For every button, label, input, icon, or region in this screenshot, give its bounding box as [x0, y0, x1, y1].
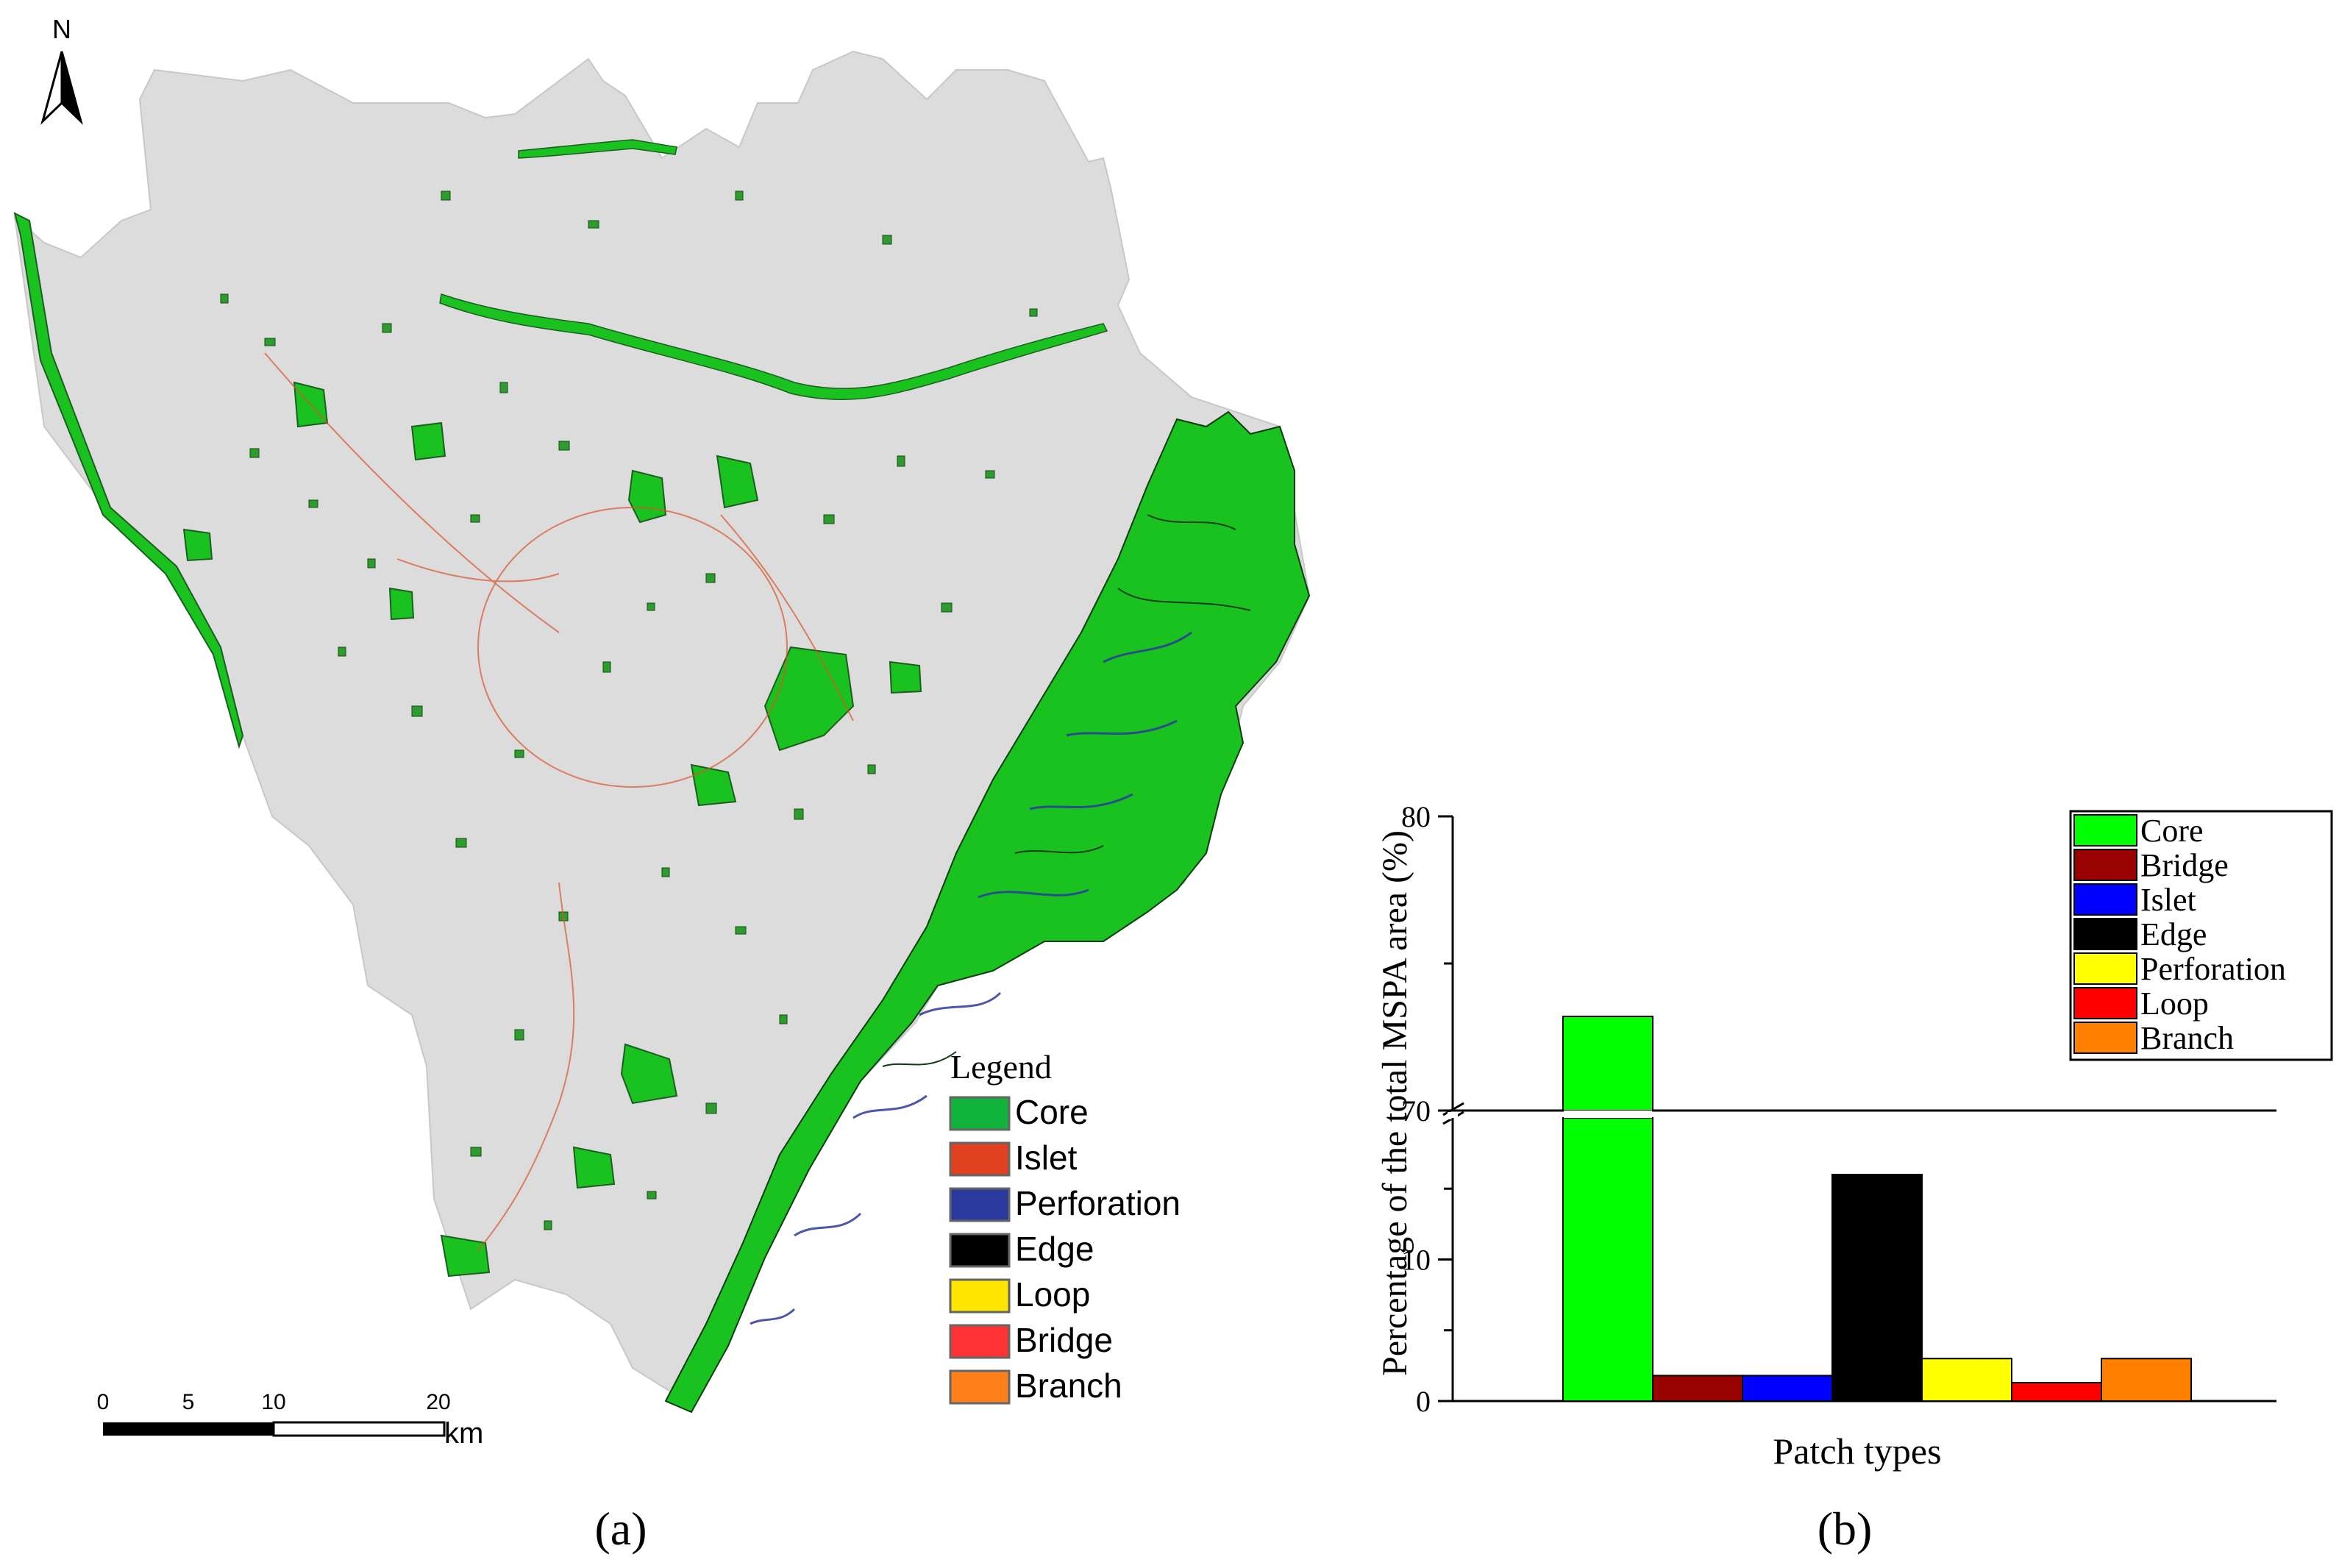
scale-unit: km: [444, 1417, 483, 1450]
scale-bar: 0 5 10 20 km: [97, 1390, 484, 1450]
north-arrow: N: [40, 14, 83, 125]
y-axis-label: Percentage of the total MSPA area (%): [1375, 830, 1414, 1376]
chart-ticks: 0 10 70 80: [1401, 800, 1453, 1418]
map-panel: N 0 5 10 20 km Legend Core Islet Perforati…: [13, 14, 1311, 1555]
map-legend-label: Core: [1015, 1093, 1089, 1131]
north-label: N: [52, 14, 71, 44]
north-river-core: [518, 139, 677, 159]
small-patches: [220, 190, 1038, 1230]
east-zone-channels: [750, 631, 1192, 1325]
bar-islet: [1742, 1375, 1833, 1402]
map-legend-label: Edge: [1015, 1230, 1094, 1268]
panel-a-caption: (a): [594, 1503, 647, 1555]
map-legend-label: Islet: [1015, 1138, 1078, 1177]
scale-tick-label: 20: [426, 1390, 450, 1414]
chart-legend-swatch: [2073, 814, 2137, 847]
map-legend-title: Legend: [950, 1048, 1052, 1086]
bar-bridge: [1652, 1375, 1743, 1402]
y-tick-label: 70: [1401, 1094, 1431, 1127]
east-core-zone: [664, 410, 1311, 1414]
chart-legend-swatch: [2073, 918, 2137, 950]
map-legend-swatch: [949, 1096, 1011, 1131]
chart-legend-swatch: [2073, 952, 2137, 985]
bar-core: [1562, 1117, 1653, 1402]
map-legend-label: Branch: [1015, 1366, 1122, 1405]
chart-legend-label: Loop: [2140, 986, 2209, 1022]
map-legend-swatch: [949, 1324, 1011, 1359]
scale-tick-label: 0: [97, 1390, 110, 1414]
y-tick-label: 80: [1401, 800, 1431, 833]
map-legend-label: Perforation: [1015, 1184, 1181, 1222]
bar-chart-panel: 0 10 70 80 CoreBridgeIsletEdgePerforationLo…: [1375, 800, 2333, 1555]
chart-legend-label: Core: [2140, 813, 2204, 849]
bar-edge: [1831, 1174, 1923, 1402]
chart-legend-label: Bridge: [2140, 847, 2229, 883]
linear-features: [264, 352, 854, 1251]
chart-legend-label: Edge: [2140, 916, 2207, 952]
y-tick-label: 0: [1416, 1385, 1431, 1418]
chart-legend-label: Branch: [2140, 1020, 2234, 1056]
map-legend-swatch: [949, 1187, 1011, 1222]
north-river-core: [439, 293, 1108, 400]
scale-tick-label: 5: [182, 1390, 195, 1414]
map-legend-label: Bridge: [1015, 1321, 1113, 1359]
chart-bars: [1562, 1016, 2192, 1402]
bar-branch: [2101, 1358, 2192, 1402]
map-legend-swatch: [949, 1233, 1011, 1268]
y-tick-label: 10: [1401, 1244, 1431, 1277]
x-axis-label: Patch types: [1773, 1430, 1941, 1472]
bar-perforation: [1921, 1358, 2012, 1402]
map-legend-swatch: [949, 1278, 1011, 1314]
map-legend-swatch: [949, 1369, 1011, 1405]
scale-tick-label: 10: [261, 1390, 285, 1414]
chart-legend-label: Perforation: [2140, 951, 2286, 987]
chart-legend-swatch: [2073, 1022, 2137, 1054]
map-legend-swatch: [949, 1141, 1011, 1177]
map-legend-label: Loop: [1015, 1275, 1090, 1314]
panel-b-caption: (b): [1818, 1503, 1873, 1555]
east-zone-edges: [882, 514, 1251, 1067]
chart-legend-swatch: [2073, 883, 2137, 916]
chart-legend-swatch: [2073, 849, 2137, 881]
chart-legend-swatch: [2073, 987, 2137, 1019]
chart-legend-label: Islet: [2140, 882, 2196, 918]
west-river-core: [13, 212, 244, 749]
bar-loop: [2011, 1381, 2102, 1402]
bar-break-gap: [1564, 1111, 1652, 1118]
map-legend: Legend Core Islet Perforation Edge Loop Bridg…: [949, 1048, 1181, 1405]
study-area-map: [13, 50, 1311, 1406]
bar-core-upper: [1562, 1016, 1653, 1111]
core-patches: [182, 381, 922, 1277]
